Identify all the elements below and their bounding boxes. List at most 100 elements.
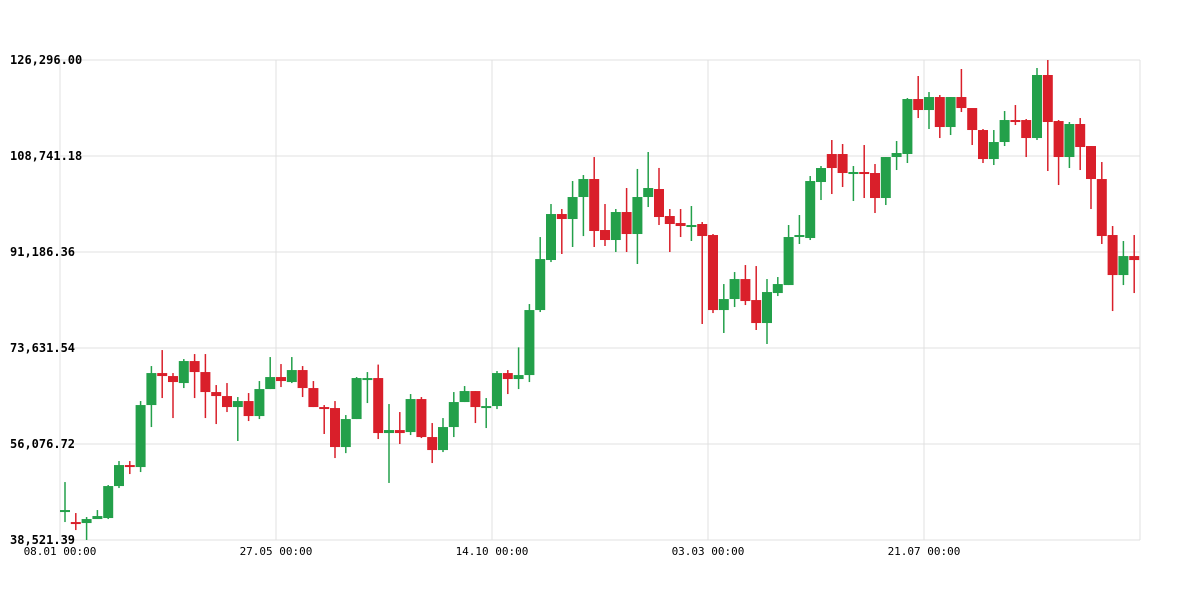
y-tick-label: 73,631.54: [10, 341, 75, 355]
candle: [351, 377, 362, 420]
x-tick-label: 21.07 00:00: [888, 545, 961, 558]
candle: [1053, 120, 1064, 186]
candle: [535, 237, 546, 313]
candle: [384, 404, 394, 483]
candle: [146, 366, 157, 428]
candle: [114, 461, 124, 489]
candle: [243, 393, 254, 422]
y-tick-label: 91,186.36: [10, 245, 75, 259]
candle: [308, 381, 319, 408]
candle: [870, 164, 880, 214]
candle: [621, 188, 632, 253]
candle: [232, 397, 243, 441]
candle: [1032, 68, 1042, 141]
candle: [664, 209, 675, 253]
x-tick-label: 14.10 00:00: [456, 545, 529, 558]
candle: [330, 401, 340, 459]
candle: [448, 392, 459, 438]
y-tick-label: 126,296.00: [10, 53, 82, 67]
candle: [81, 517, 92, 541]
candle: [70, 513, 81, 531]
candle: [967, 108, 978, 146]
grid-lines: [59, 59, 1141, 541]
x-tick-label: 03.03 00:00: [672, 545, 745, 558]
candle: [805, 176, 816, 241]
candle: [470, 391, 481, 424]
candle: [816, 166, 826, 201]
candle: [546, 204, 556, 263]
candle: [794, 215, 805, 245]
candle: [708, 234, 718, 314]
candle: [211, 385, 222, 425]
candle: [513, 347, 524, 390]
candle: [276, 364, 286, 388]
candle: [438, 418, 448, 453]
candle: [880, 157, 891, 206]
candle: [189, 354, 200, 399]
candle: [1107, 226, 1118, 312]
candle: [934, 95, 945, 139]
candle: [362, 372, 373, 404]
candle: [1129, 235, 1140, 294]
candle: [124, 461, 135, 475]
candle: [762, 279, 772, 344]
candle: [729, 272, 740, 308]
candle: [459, 386, 470, 403]
candle: [157, 350, 168, 399]
candle: [297, 366, 308, 398]
y-tick-label: 38,521.39: [10, 533, 75, 547]
candle: [578, 175, 589, 237]
candle: [956, 69, 967, 113]
candle: [654, 167, 664, 226]
candle: [416, 397, 427, 439]
candle: [848, 166, 859, 202]
candle: [718, 284, 729, 333]
candle: [1096, 162, 1107, 245]
candle: [837, 144, 848, 188]
candle: [751, 266, 762, 330]
candle: [978, 129, 988, 164]
candle: [610, 209, 621, 253]
x-tick-label: 27.05 00:00: [240, 545, 313, 558]
candle: [405, 394, 416, 436]
candle: [394, 412, 405, 445]
candle: [103, 485, 114, 520]
candle: [600, 204, 610, 247]
candle: [200, 354, 211, 419]
candle: [556, 209, 567, 255]
candle: [686, 206, 697, 242]
candles: [60, 60, 1140, 541]
candle: [286, 357, 297, 384]
candle: [589, 157, 600, 248]
candle: [772, 277, 783, 297]
candle: [1086, 146, 1096, 210]
candle: [632, 168, 643, 265]
candle: [1118, 241, 1129, 286]
candle: [924, 92, 934, 130]
candle: [524, 304, 535, 383]
candle: [902, 98, 913, 164]
candle: [567, 181, 578, 248]
candle: [481, 398, 492, 429]
candle: [740, 265, 751, 306]
x-tick-label: 08.01 00:00: [24, 545, 97, 558]
candle: [697, 222, 708, 324]
y-tick-label: 56,076.72: [10, 437, 75, 451]
candle: [1042, 60, 1053, 172]
candle: [1010, 105, 1021, 126]
candle: [945, 97, 956, 136]
candle: [427, 423, 438, 464]
candle: [675, 209, 686, 238]
candle: [913, 76, 924, 119]
candle: [783, 225, 794, 286]
candle: [254, 381, 265, 420]
candle: [92, 510, 103, 520]
candle: [826, 140, 837, 195]
candle: [988, 130, 999, 166]
x-axis-labels: 08.01 00:00 27.05 00:00 14.10 00:00 03.03 0…: [24, 545, 961, 558]
candle: [60, 482, 70, 523]
candle: [643, 152, 654, 208]
candle: [859, 145, 870, 199]
candle: [340, 415, 351, 454]
